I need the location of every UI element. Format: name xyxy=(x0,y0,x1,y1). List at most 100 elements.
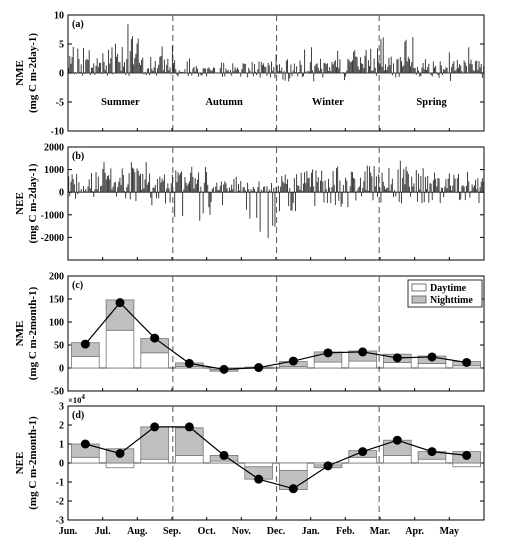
daytime-bar xyxy=(140,458,169,464)
daily-bar xyxy=(223,62,225,73)
daily-bar xyxy=(109,179,111,193)
daily-bar xyxy=(275,54,277,73)
daily-bar xyxy=(140,173,141,193)
daily-bar xyxy=(444,186,446,193)
daily-bar xyxy=(204,68,206,73)
daytime-bar xyxy=(244,462,273,468)
month-label-1: Jul. xyxy=(95,526,111,537)
daily-bar xyxy=(249,70,251,73)
daily-bar xyxy=(128,73,130,76)
daily-bar xyxy=(396,59,398,73)
daytime-bar xyxy=(105,462,135,469)
daily-bar xyxy=(480,63,482,73)
daily-bar xyxy=(447,178,449,193)
daily-bar xyxy=(316,181,318,193)
y-tick-label: 0 xyxy=(59,459,64,470)
daily-bar xyxy=(160,182,162,193)
daily-bar xyxy=(413,68,415,73)
daily-bar xyxy=(84,73,86,74)
daily-bar xyxy=(378,61,380,73)
daily-bar xyxy=(470,59,472,73)
daily-bar xyxy=(359,177,361,193)
daily-bar xyxy=(380,192,382,203)
daily-bar xyxy=(84,190,86,193)
daily-bar xyxy=(326,192,328,203)
daily-bar xyxy=(324,63,326,73)
daily-bar xyxy=(450,185,451,193)
daily-bar xyxy=(345,73,347,77)
daily-bar xyxy=(209,69,211,73)
daily-bar xyxy=(317,67,319,73)
daily-bar xyxy=(195,66,197,73)
daily-bar xyxy=(411,62,413,73)
daily-bar xyxy=(477,69,479,73)
daily-bar xyxy=(289,188,291,193)
daily-bar xyxy=(72,46,74,73)
daily-bar xyxy=(122,66,124,73)
daily-bar xyxy=(451,67,453,73)
daily-bar xyxy=(391,73,393,76)
daily-bar xyxy=(429,183,431,193)
daily-bar xyxy=(135,53,137,73)
daily-bar xyxy=(469,192,471,198)
daily-bar xyxy=(239,190,241,193)
daily-bar xyxy=(431,192,433,201)
daily-bar xyxy=(267,192,269,239)
month-label-2: Aug. xyxy=(127,526,148,537)
daily-bar xyxy=(422,63,424,73)
daily-bar xyxy=(184,177,186,193)
daily-bar xyxy=(419,73,421,77)
daily-bar xyxy=(69,192,71,197)
daily-bar xyxy=(407,56,409,73)
daily-bar xyxy=(323,192,325,203)
y-axis-unit: (mg C m-2month-1) xyxy=(27,416,39,510)
daily-bar xyxy=(483,66,484,73)
daily-bar xyxy=(272,192,274,226)
y-axis-unit: (mg C m-2day-1) xyxy=(27,163,39,243)
daily-bar xyxy=(383,185,385,193)
daily-bar xyxy=(238,183,239,193)
y-tick-label: 150 xyxy=(49,295,64,306)
daily-bar xyxy=(344,73,345,81)
daily-bar xyxy=(168,70,170,73)
daily-bar xyxy=(377,192,379,198)
month-label-9: Mar. xyxy=(370,526,391,537)
daily-bar xyxy=(316,63,318,73)
daily-bar xyxy=(436,72,438,73)
daily-bar xyxy=(366,165,368,193)
daily-bar xyxy=(119,177,121,193)
daily-bar xyxy=(403,65,405,73)
daily-bar xyxy=(187,73,189,76)
daily-bar xyxy=(426,189,428,193)
daily-bar xyxy=(174,60,176,73)
daily-bar xyxy=(334,192,336,206)
daytime-bar xyxy=(175,454,204,464)
daily-bar xyxy=(134,58,136,73)
daily-bar xyxy=(161,178,163,193)
daily-bar xyxy=(171,45,173,73)
daily-bar xyxy=(399,56,401,73)
daytime-bar xyxy=(417,362,447,369)
daily-bar xyxy=(219,68,221,73)
daily-bar xyxy=(222,73,224,77)
daily-bar xyxy=(170,73,172,75)
daily-bar xyxy=(207,68,209,73)
daily-bar xyxy=(144,179,146,193)
daily-bar xyxy=(467,171,469,193)
daily-bar xyxy=(126,59,128,73)
daily-bar xyxy=(475,179,477,193)
daily-bar xyxy=(106,176,108,193)
total-marker xyxy=(288,356,298,366)
daily-bar xyxy=(118,61,120,73)
daily-bar xyxy=(73,184,75,193)
daily-bar xyxy=(388,57,390,73)
daily-bar xyxy=(138,175,140,193)
daily-bar xyxy=(138,62,140,73)
daily-bar xyxy=(358,69,360,73)
daily-bar xyxy=(383,70,385,73)
daily-bar xyxy=(444,70,446,73)
daily-bar xyxy=(295,72,296,73)
month-label-6: Dec. xyxy=(267,526,286,537)
daily-bar xyxy=(437,73,439,75)
daily-bar xyxy=(432,180,434,193)
